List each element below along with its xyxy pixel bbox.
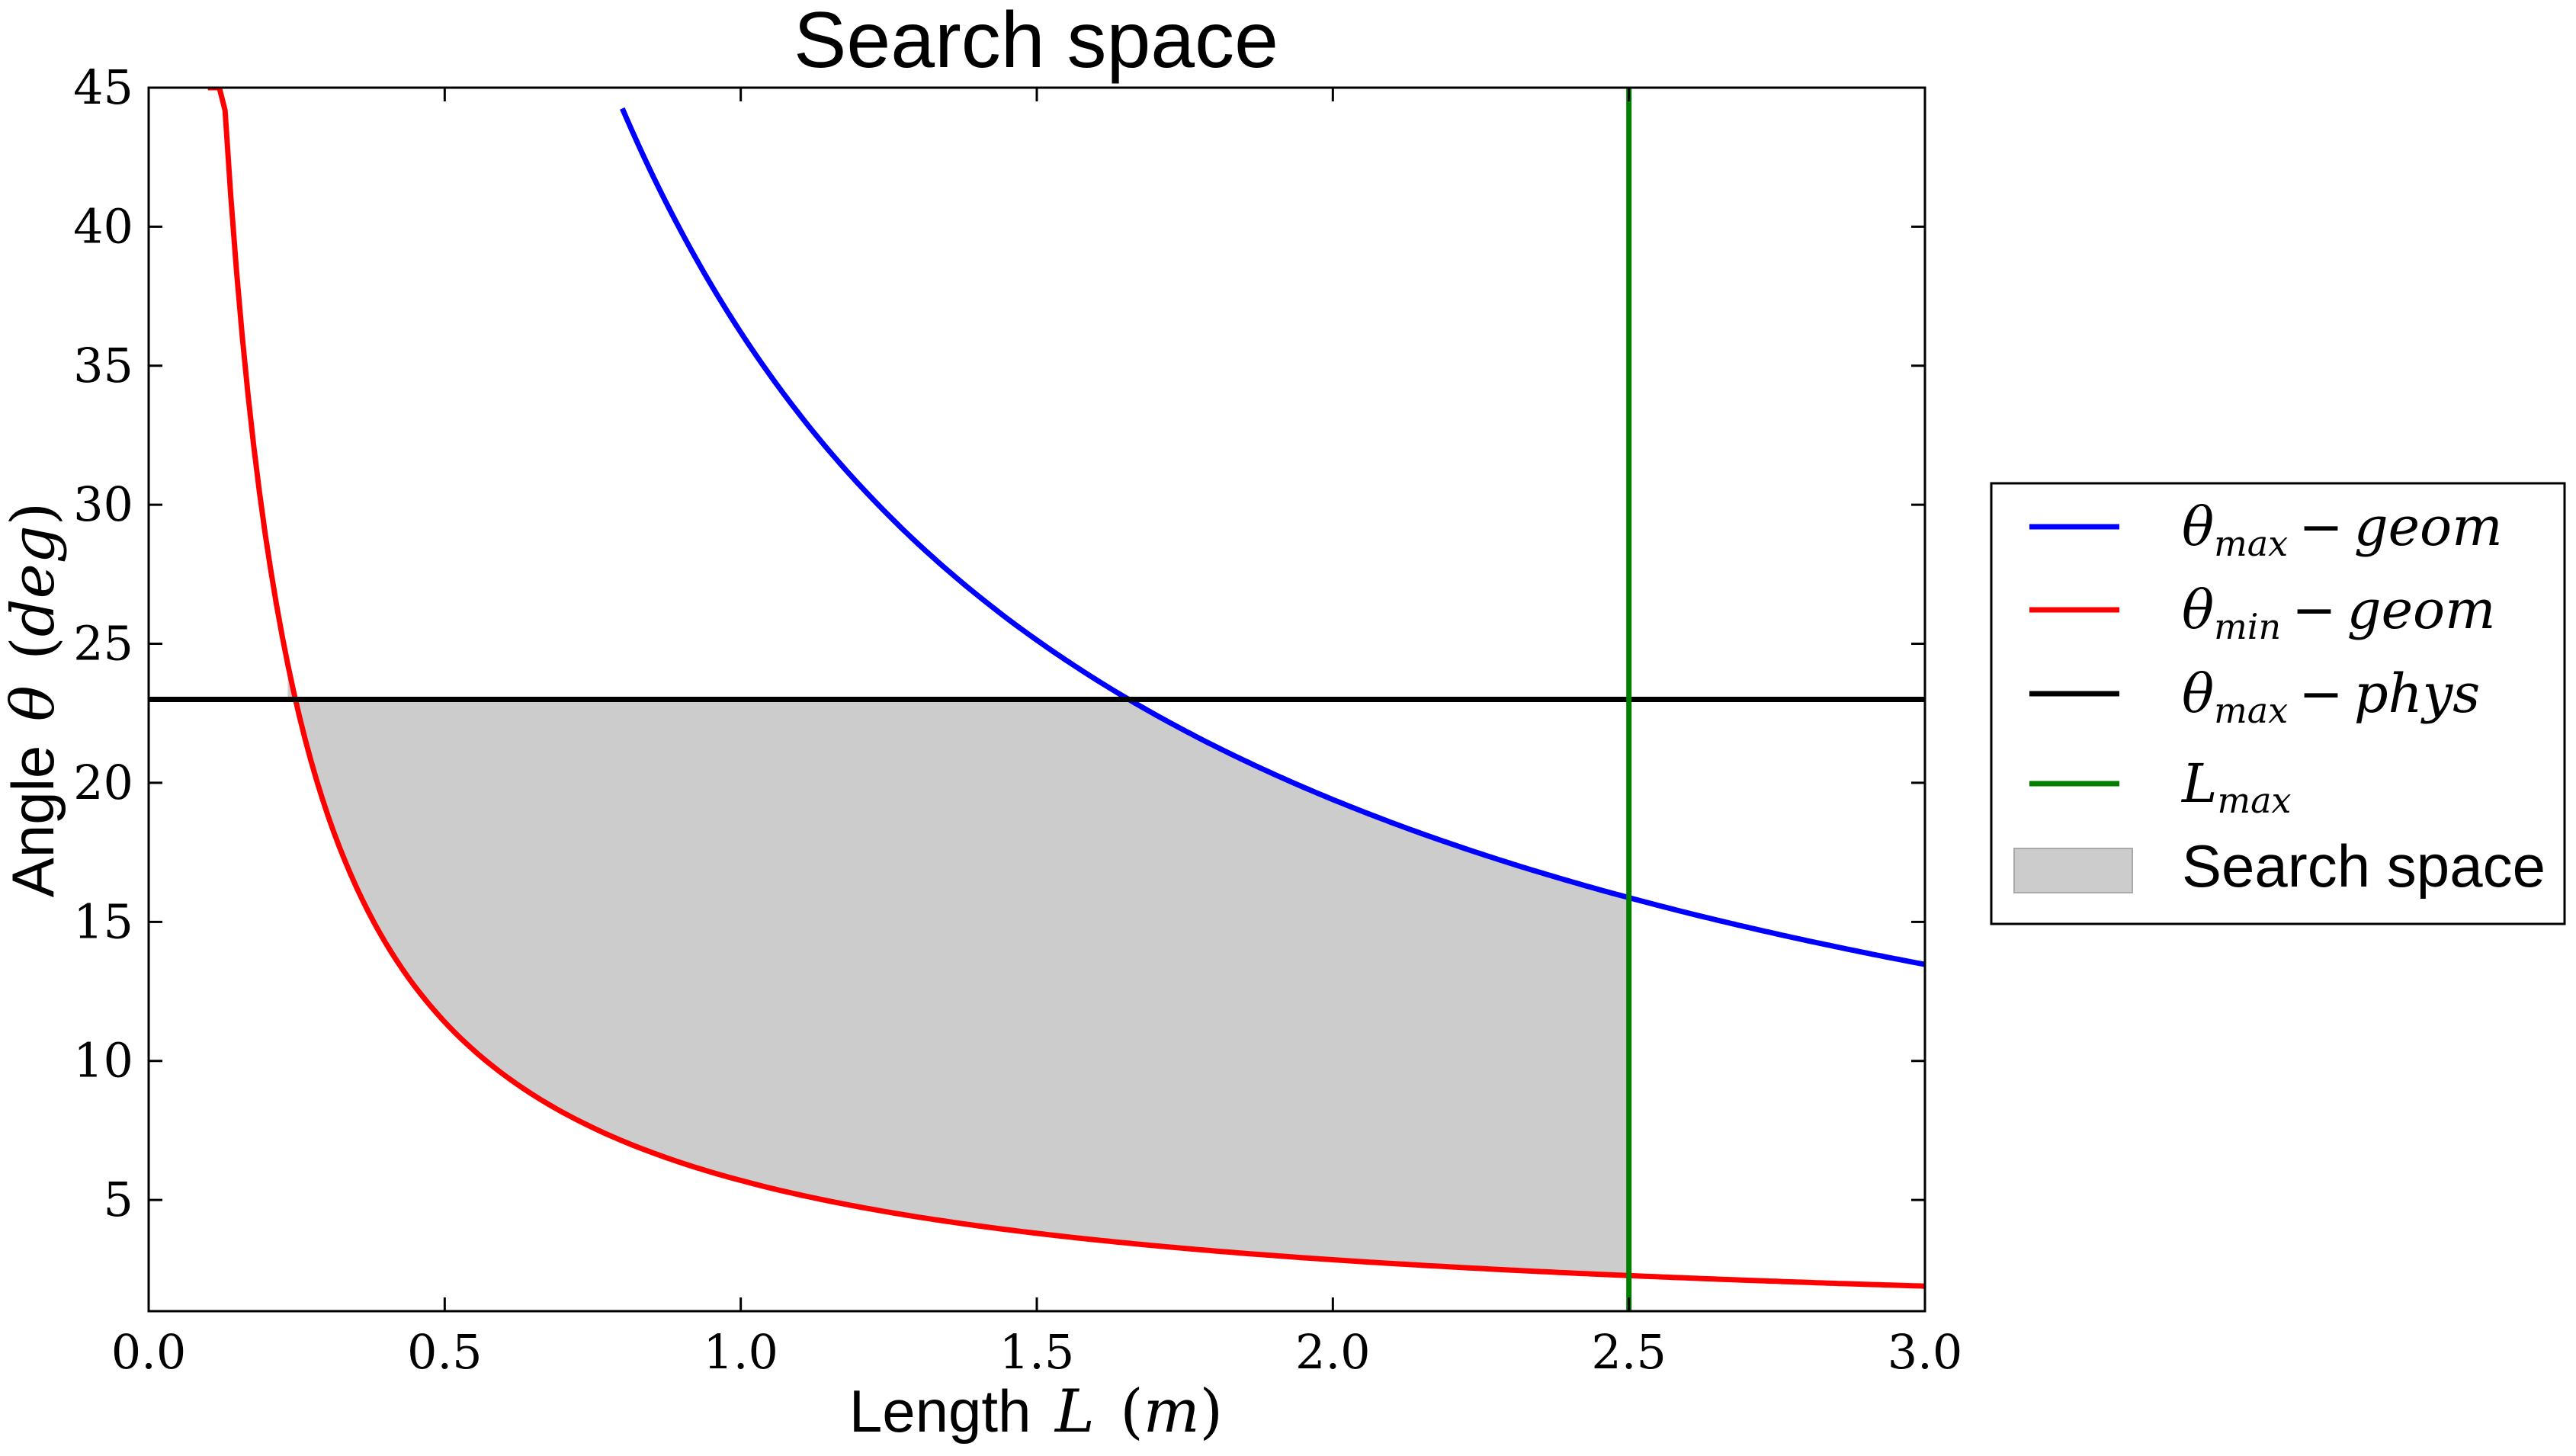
series-layer	[149, 88, 1925, 1311]
x-tick-label: 2.5	[1591, 1324, 1667, 1380]
y-tick-label: 25	[73, 616, 133, 672]
y-tick-label: 40	[73, 198, 133, 254]
y-axis-label: Angle θ (deg)	[0, 502, 68, 897]
legend-label-theta-max-phys: θmax − phys	[2182, 662, 2480, 731]
x-tick-label: 1.0	[703, 1324, 778, 1380]
y-tick-label: 20	[73, 755, 133, 810]
y-axis-label-unit: deg	[0, 525, 68, 637]
legend-label-l-max: Lmax	[2180, 752, 2292, 821]
y-tick-label: 15	[73, 893, 133, 949]
ticks-layer: 0.0 0.5 1.0 1.5 2.0 2.5 3.0 5 10 15 20 25 30 35 40 45	[73, 59, 1962, 1380]
chart-title: Search space	[794, 0, 1278, 85]
y-tick-label: 30	[73, 476, 133, 532]
y-tick-label: 5	[104, 1172, 133, 1227]
legend-label-theta-max-geom: θmax − geom	[2182, 495, 2503, 564]
x-axis-label-text: Length	[849, 1377, 1031, 1445]
x-axis-label-unit: m	[1144, 1377, 1200, 1446]
legend-label-search-space: Search space	[2182, 832, 2546, 900]
x-tick-label: 0.5	[407, 1324, 483, 1380]
series-line-theta-min-geom	[207, 88, 1925, 1289]
search-space-fill	[287, 664, 1629, 1276]
y-tick-label: 35	[73, 338, 133, 393]
y-axis-label-symbol: θ	[0, 685, 68, 721]
y-axis-label-text: Angle	[0, 746, 66, 898]
y-tick-label: 45	[73, 59, 133, 115]
legend-items: θmax − geom θmin − geom θmax − phys Lmax	[2029, 495, 2503, 821]
x-tick-label: 0.0	[111, 1324, 187, 1380]
legend: θmax − geom θmin − geom θmax − phys Lmax Search s…	[1990, 482, 2566, 925]
legend-label-theta-min-geom: θmin − geom	[2182, 579, 2496, 647]
y-tick-label: 10	[73, 1033, 133, 1089]
x-tick-label: 3.0	[1888, 1324, 1963, 1380]
x-tick-label: 2.0	[1295, 1324, 1371, 1380]
series-line-theta-max-geom	[620, 107, 1925, 967]
x-tick-label: 1.5	[999, 1324, 1075, 1380]
x-axis-label-symbol: L	[1054, 1377, 1095, 1446]
x-axis-label: Length L (m)	[849, 1377, 1223, 1446]
legend-swatch-search-space	[2013, 848, 2133, 893]
